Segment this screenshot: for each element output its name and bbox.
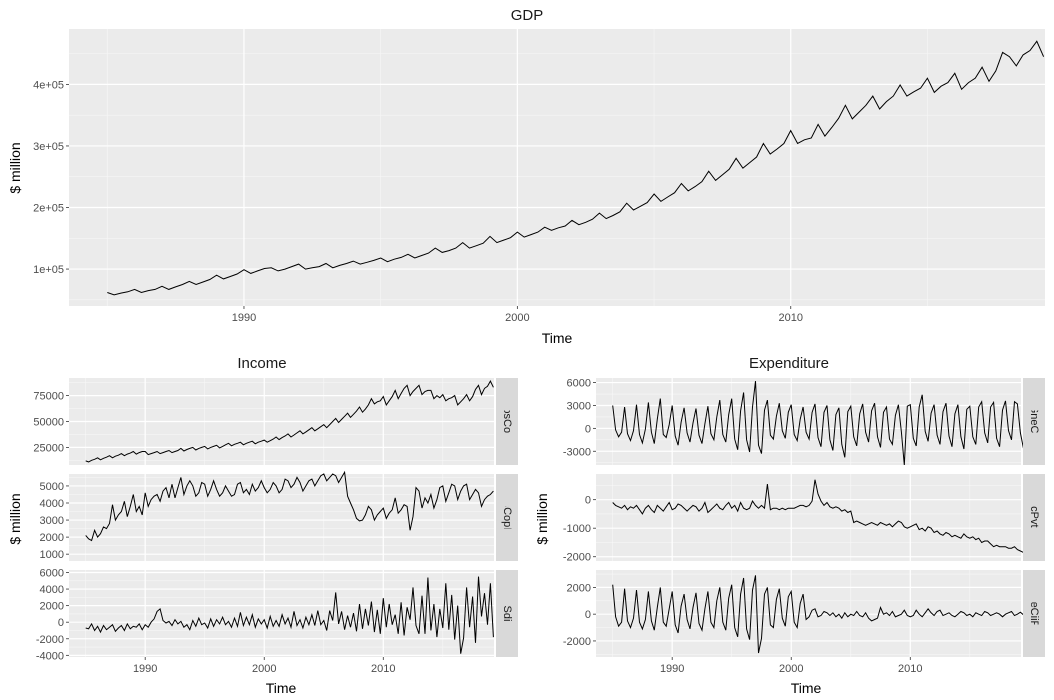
expenditure-title: Expenditure [749,355,829,372]
gdp-y-tick-label: 3e+05 [33,141,64,153]
income-panel-2-y-tick-label: 2000 [40,532,64,544]
expenditure-panel-background [596,570,1021,657]
expenditure-panel-1-y-tick-label: 3000 [567,400,591,412]
income-panel-3-y-tick-label: -2000 [36,634,64,646]
gdp-gridlines: 1e+05 2e+05 3e+05 4e+05 1990 2000 2010 [33,29,1045,324]
gdp-y-axis-label: $ million [7,142,23,193]
expenditure-panel-2-series-line [612,479,1033,553]
income-strip-3 [496,570,518,657]
expenditure-panel-1: -3000 0 3000 6000 GneCii [563,378,1045,466]
gdp-series-line [107,40,1045,296]
expenditure-strip-2 [1023,474,1045,561]
income-panel-3-x-tick-label: 1990 [133,663,157,675]
expenditure-chart: Expenditure -3000 0 3000 6000 GneCii -2000 -10… [534,355,1045,696]
income-x-axis-label: Time [266,680,297,696]
income-panel-3-x-tick-label: 2000 [252,663,276,675]
expenditure-panel-background [596,474,1021,561]
income-panel-3-x-tick-label: 2010 [371,663,395,675]
gdp-y-tick-label: 1e+05 [33,264,64,276]
expenditure-strip-label: GneCiiPba [1028,587,1040,641]
gdp-x-tick-label: 2010 [779,312,803,324]
expenditure-strip-3 [1023,570,1045,657]
expenditure-panel-2: -2000 -1000 0 GneGfcPvtPbiNdr [563,474,1045,564]
expenditure-strip-label: GneGfcPvtPbiNdr [1028,474,1040,562]
gdp-x-axis-label: Time [542,330,573,346]
income-panel-2-y-tick-label: 3000 [40,515,64,527]
income-strip-label: Sdi [501,606,513,622]
income-panel-3-y-tick-label: 6000 [40,567,64,579]
expenditure-panel-3-y-tick-label: -2000 [563,636,591,648]
income-panel-2: 1000 2000 3000 4000 5000 TfiGosCopNfnPul [40,470,518,561]
income-panel-3-series-line [85,576,494,654]
expenditure-panel-3: -2000 0 2000 1990 2000 2010 GneCiiPba [563,570,1045,675]
expenditure-panel-background [596,378,1021,465]
income-y-axis-label: $ million [7,493,23,544]
income-panel-2-y-tick-label: 4000 [40,498,64,510]
expenditure-panel-1-y-tick-label: 0 [585,423,591,435]
expenditure-strip-label: GneCii [1028,405,1040,439]
gdp-title: GDP [511,7,544,24]
expenditure-y-axis-label: $ million [534,493,550,544]
gdp-chart: GDP 1e+05 2e+05 3e+05 4e+05 1990 2000 2010 Tim… [7,7,1045,346]
income-strip-1 [496,378,518,465]
expenditure-panel-3-x-tick-label: 1990 [660,663,684,675]
income-panel-3-y-tick-label: 2000 [40,601,64,613]
expenditure-panel-3-series-line [612,575,1033,654]
income-panel-1: 25000 50000 75000 TfiGosCopNfn [33,378,518,465]
income-strip-label: TfiGosCopNfnPul [501,475,513,561]
expenditure-x-axis-label: Time [791,680,822,696]
expenditure-panel-2-y-tick-label: -2000 [563,552,591,564]
income-panel-3: -4000 -2000 0 2000 4000 6000 1990 2000 2010 Sdi [36,567,518,675]
income-panel-1-y-tick-label: 75000 [33,391,64,403]
gdp-x-tick-label: 2000 [505,312,529,324]
income-panel-3-y-tick-label: 0 [58,617,64,629]
gdp-y-tick-label: 2e+05 [33,203,64,215]
income-strip-label: TfiGosCopNfn [501,387,513,457]
expenditure-panel-3-y-tick-label: 2000 [567,582,591,594]
expenditure-panel-1-y-tick-label: -3000 [563,446,591,458]
income-panel-2-series-line [85,470,494,542]
income-panel-background [69,474,494,561]
expenditure-strip-1 [1023,378,1045,465]
income-title: Income [237,355,286,372]
expenditure-panel-1-y-tick-label: 6000 [567,378,591,390]
income-panel-1-y-tick-label: 25000 [33,442,64,454]
income-panel-1-y-tick-label: 50000 [33,417,64,429]
gdp-x-tick-label: 1990 [232,312,256,324]
gdp-y-tick-label: 4e+05 [33,79,64,91]
income-panel-1-series-line [85,380,494,463]
income-panel-3-y-tick-label: -4000 [36,650,64,662]
expenditure-panel-3-x-tick-label: 2000 [779,663,803,675]
expenditure-panels: -3000 0 3000 6000 GneCii -2000 -1000 0 GneGfcPvt… [563,378,1045,675]
income-panel-2-y-tick-label: 5000 [40,481,64,493]
expenditure-panel-1-series-line [612,381,1033,466]
income-panel-2-y-tick-label: 1000 [40,549,64,561]
expenditure-panel-3-x-tick-label: 2010 [898,663,922,675]
expenditure-panel-2-y-tick-label: -1000 [563,523,591,535]
income-strip-2 [496,474,518,561]
gdp-panel [69,29,1045,306]
expenditure-panel-3-y-tick-label: 0 [585,609,591,621]
expenditure-panel-2-y-tick-label: 0 [585,495,591,507]
income-panel-3-y-tick-label: 4000 [40,584,64,596]
